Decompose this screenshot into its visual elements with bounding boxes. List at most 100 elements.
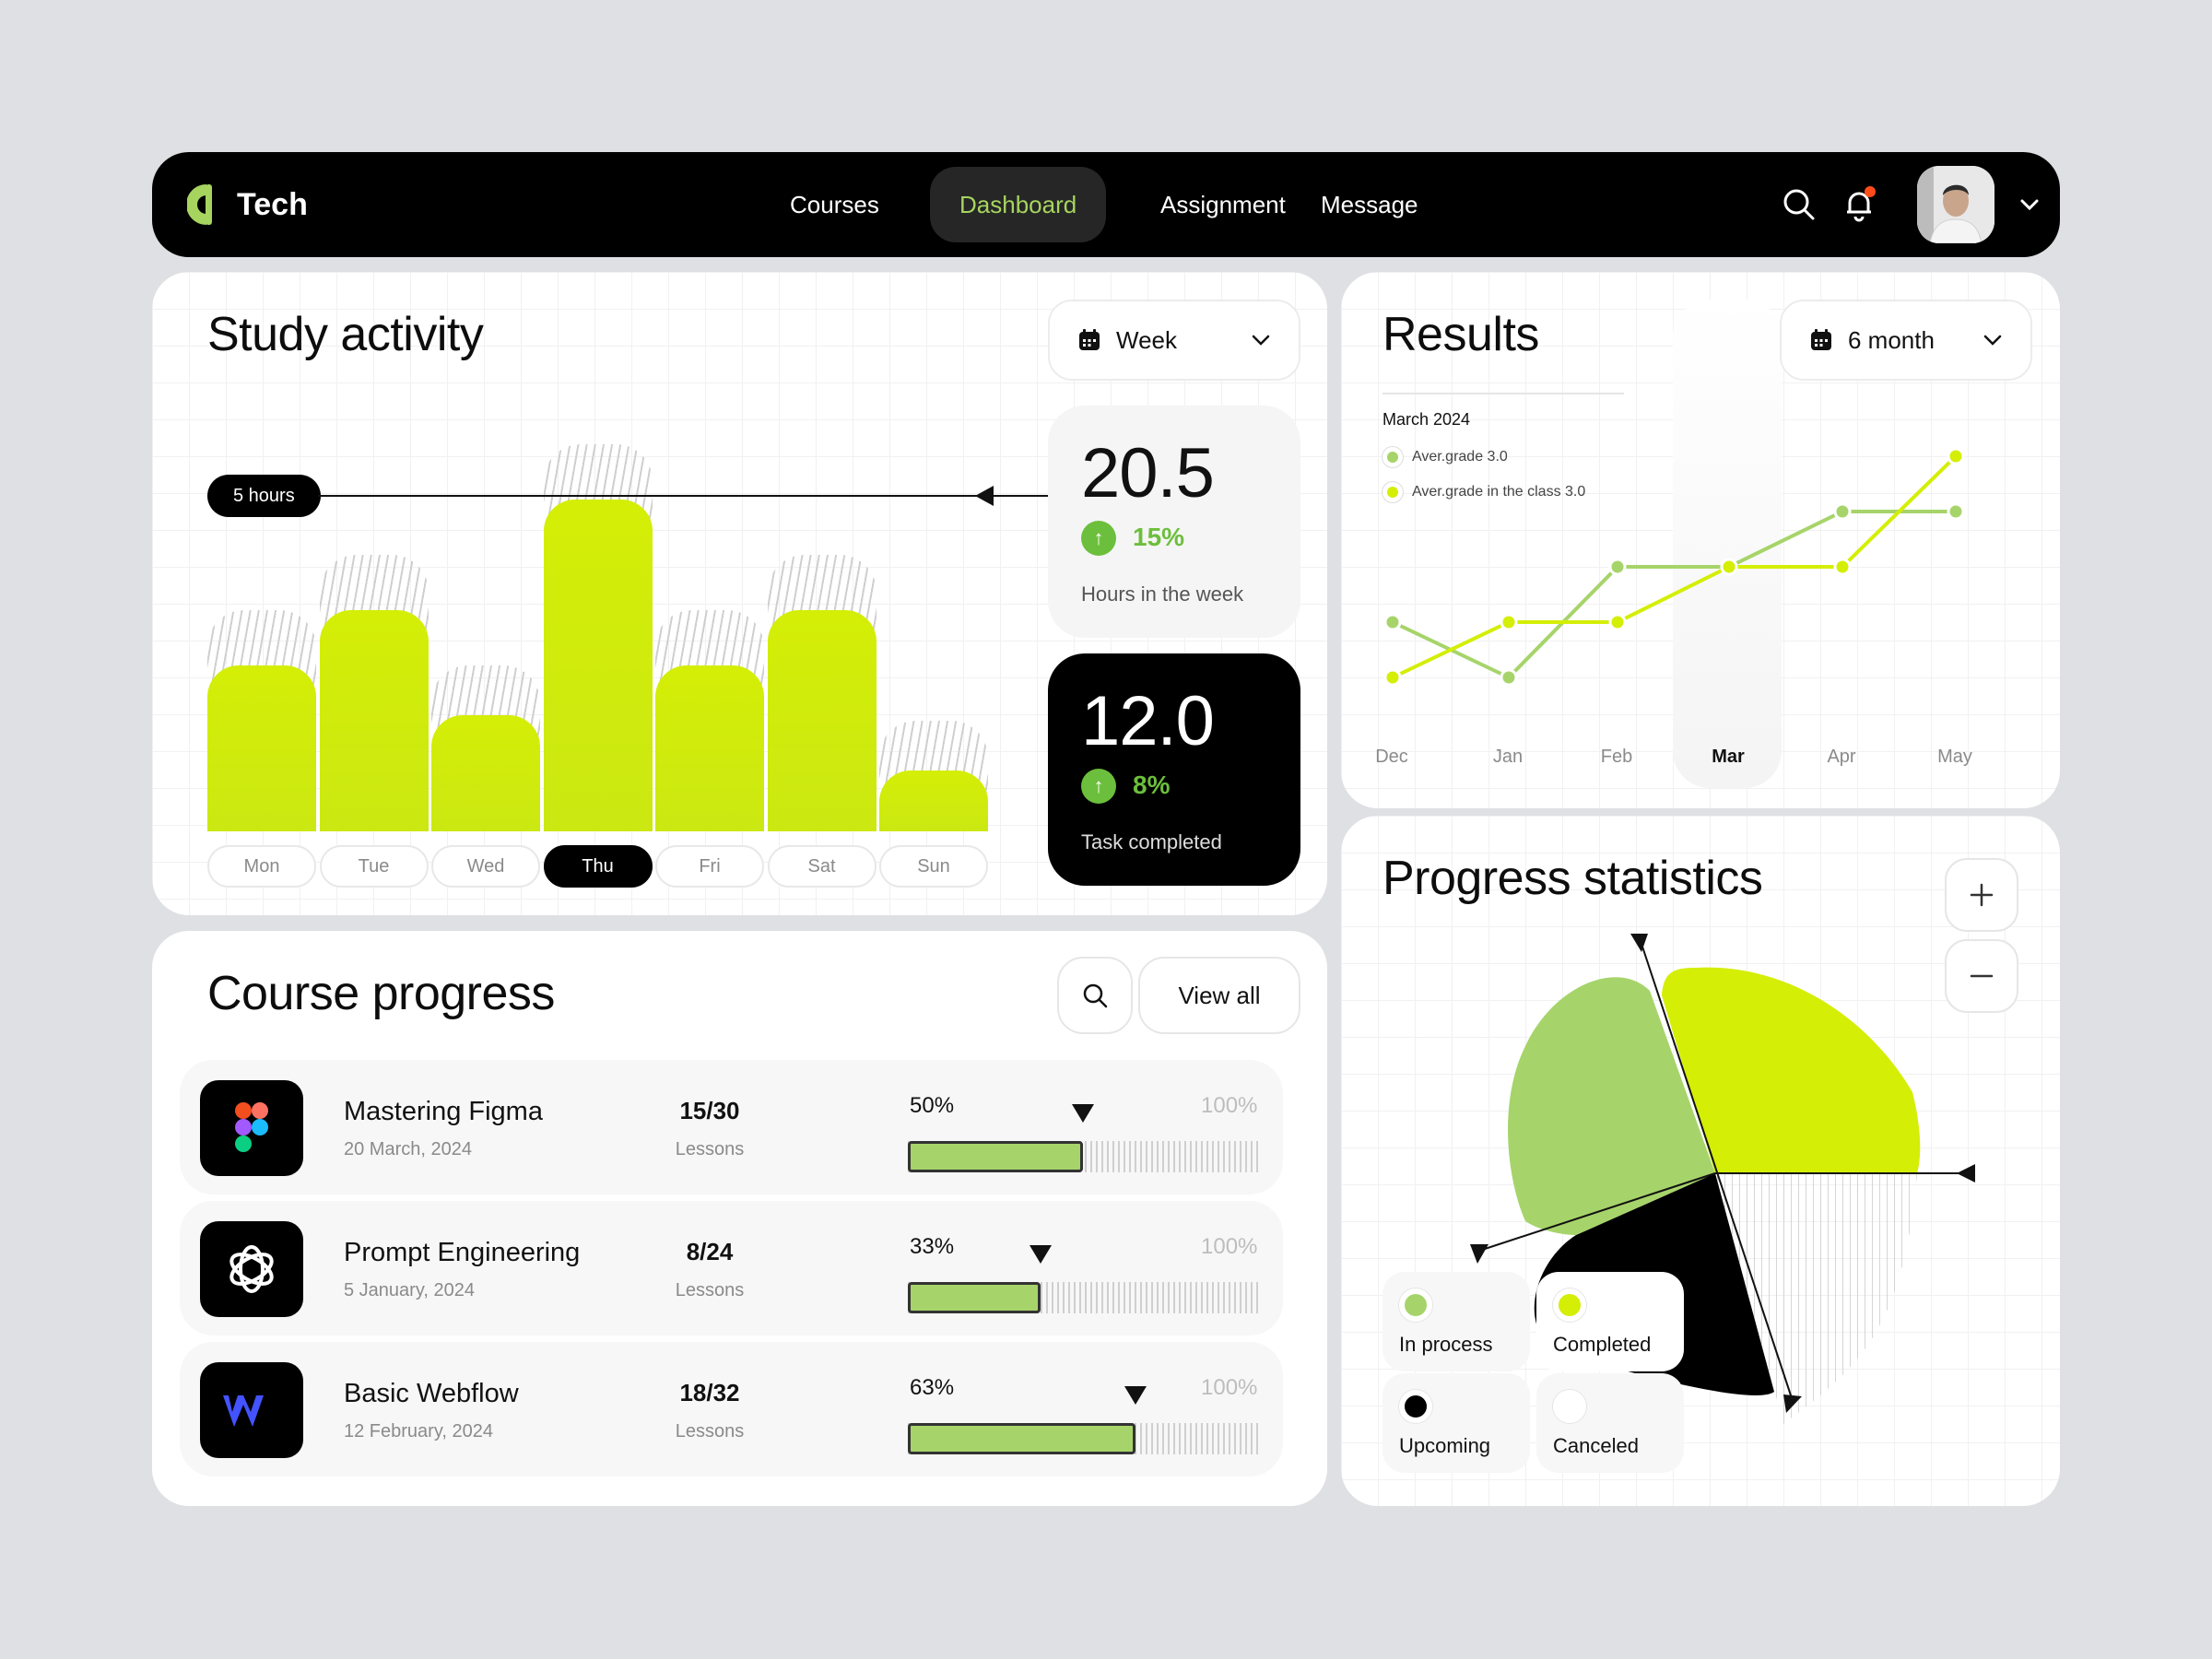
logo-icon — [187, 184, 212, 225]
course-date: 12 February, 2024 — [344, 1421, 493, 1441]
legend-label: In process — [1399, 1333, 1493, 1356]
lesson-unit: Lessons — [675, 1139, 745, 1159]
pie-in-process — [1508, 977, 1715, 1235]
progress-fill — [908, 1282, 1041, 1313]
active-month-column — [1673, 300, 1782, 788]
nav-dashboard[interactable]: Dashboard — [930, 167, 1107, 242]
study-title: Study activity — [207, 308, 484, 361]
day-pill-thu[interactable]: Thu — [543, 845, 653, 888]
figma-icon — [200, 1080, 303, 1176]
six-month-dropdown[interactable]: 6 month — [1780, 300, 2032, 381]
lesson-count: 15/30 — [679, 1097, 740, 1124]
course-title: Course progress — [207, 967, 555, 1020]
line-series-1 — [1392, 510, 1956, 680]
line-point[interactable] — [1720, 558, 1738, 576]
month-label-dec[interactable]: Dec — [1375, 747, 1408, 767]
line-point[interactable] — [1608, 558, 1627, 576]
legend-completed[interactable]: Completed — [1536, 1272, 1684, 1371]
day-pill-sat[interactable]: Sat — [767, 845, 877, 888]
line-point[interactable] — [1947, 447, 1965, 465]
bar-wed[interactable] — [431, 715, 540, 831]
nav-assignment[interactable]: Assignment — [1160, 191, 1286, 218]
legend-dot — [1553, 1390, 1586, 1423]
progress-track — [908, 1423, 1258, 1454]
course-row[interactable]: Prompt Engineering 5 January, 2024 8/24 … — [180, 1201, 1283, 1335]
arrow-up-icon: ↑ — [1081, 769, 1116, 804]
course-name: Prompt Engineering — [344, 1238, 581, 1267]
nav-courses[interactable]: Courses — [790, 191, 879, 218]
line-point[interactable] — [1947, 502, 1965, 521]
line-point[interactable] — [1608, 613, 1627, 631]
avatar[interactable] — [1917, 166, 1994, 243]
legend-dot — [1553, 1288, 1586, 1322]
zoom-out-button[interactable] — [1945, 939, 2018, 1013]
target-hours-pill: 5 hours — [207, 475, 321, 517]
tooltip-line-2: Aver.grade in the class 3.0 — [1382, 482, 1585, 502]
legend-canceled[interactable]: Canceled — [1536, 1373, 1684, 1473]
line-point[interactable] — [1500, 613, 1518, 631]
day-pill-fri[interactable]: Fri — [655, 845, 764, 888]
bar-tue[interactable] — [319, 610, 429, 831]
minus-icon — [1970, 974, 1994, 978]
progress-percent: 50% — [910, 1093, 955, 1118]
legend-upcoming[interactable]: Upcoming — [1382, 1373, 1530, 1473]
zoom-in-button[interactable] — [1945, 858, 2018, 932]
pie-canceled — [1715, 1173, 1917, 1424]
bar-thu[interactable] — [543, 500, 653, 831]
month-label-apr[interactable]: Apr — [1827, 747, 1855, 767]
week-dropdown-label: Week — [1116, 325, 1177, 354]
pie-axis-line — [1478, 1172, 1716, 1252]
pie-axis-line — [1638, 935, 1794, 1402]
day-pill-tue[interactable]: Tue — [319, 845, 429, 888]
results-card: Results 6 month March 2024 Aver.grade 3.… — [1341, 272, 2060, 808]
axis-marker — [1630, 934, 1648, 952]
bar-fri[interactable] — [655, 665, 764, 831]
course-row[interactable]: Mastering Figma 20 March, 2024 15/30 Les… — [180, 1060, 1283, 1194]
view-all-button[interactable]: View all — [1138, 957, 1300, 1034]
top-nav: Tech Courses Dashboard Assignment Messag… — [152, 152, 2060, 257]
progress-max: 100% — [1201, 1375, 1258, 1400]
nav-message[interactable]: Message — [1321, 191, 1418, 218]
line-point[interactable] — [1833, 558, 1852, 576]
month-label-jan[interactable]: Jan — [1493, 747, 1523, 767]
tooltip-month: March 2024 — [1382, 410, 1471, 429]
course-row[interactable]: Basic Webflow 12 February, 2024 18/32 Le… — [180, 1342, 1283, 1477]
month-label-may[interactable]: May — [1937, 747, 1972, 767]
search-icon — [1083, 983, 1108, 1008]
tasks-label: Task completed — [1081, 830, 1222, 853]
progress-max: 100% — [1201, 1093, 1258, 1118]
month-label-mar[interactable]: Mar — [1712, 747, 1745, 767]
bar-sat[interactable] — [767, 610, 877, 831]
brand-logo[interactable]: Tech — [187, 181, 308, 229]
bar-sun[interactable] — [879, 771, 988, 831]
line-point[interactable] — [1383, 613, 1402, 631]
bar-mon[interactable] — [207, 665, 316, 831]
hours-label: Hours in the week — [1081, 582, 1244, 606]
calendar-icon — [1079, 329, 1100, 350]
course-search-button[interactable] — [1057, 957, 1133, 1034]
week-dropdown[interactable]: Week — [1048, 300, 1300, 381]
notification-button[interactable] — [1839, 184, 1879, 225]
progress-fill — [908, 1141, 1083, 1172]
day-pill-sun[interactable]: Sun — [879, 845, 988, 888]
line-point[interactable] — [1500, 668, 1518, 687]
progress-percent: 33% — [910, 1234, 955, 1259]
study-activity-card: Study activity Week 5 hours Mon Tue Wed Thu… — [152, 272, 1327, 915]
line-point[interactable] — [1383, 668, 1402, 687]
course-date: 5 January, 2024 — [344, 1280, 475, 1300]
line-point[interactable] — [1833, 502, 1852, 521]
arrow-up-icon: ↑ — [1081, 521, 1116, 556]
day-pill-mon[interactable]: Mon — [207, 845, 316, 888]
progress-title: Progress statistics — [1382, 852, 1763, 905]
chevron-down-icon[interactable] — [2018, 195, 2041, 214]
legend-in-process[interactable]: In process — [1382, 1272, 1530, 1371]
legend-dot — [1399, 1390, 1432, 1423]
openai-icon — [200, 1221, 303, 1317]
target-line — [318, 495, 1129, 497]
day-pill-wed[interactable]: Wed — [431, 845, 540, 888]
month-label-feb[interactable]: Feb — [1601, 747, 1632, 767]
course-progress-card: Course progress View all Mastering Figma… — [152, 931, 1327, 1506]
lesson-count: 18/32 — [679, 1379, 740, 1406]
search-icon[interactable] — [1779, 184, 1819, 225]
results-line-chart: Dec Jan Feb Mar Apr May — [1375, 447, 1972, 767]
